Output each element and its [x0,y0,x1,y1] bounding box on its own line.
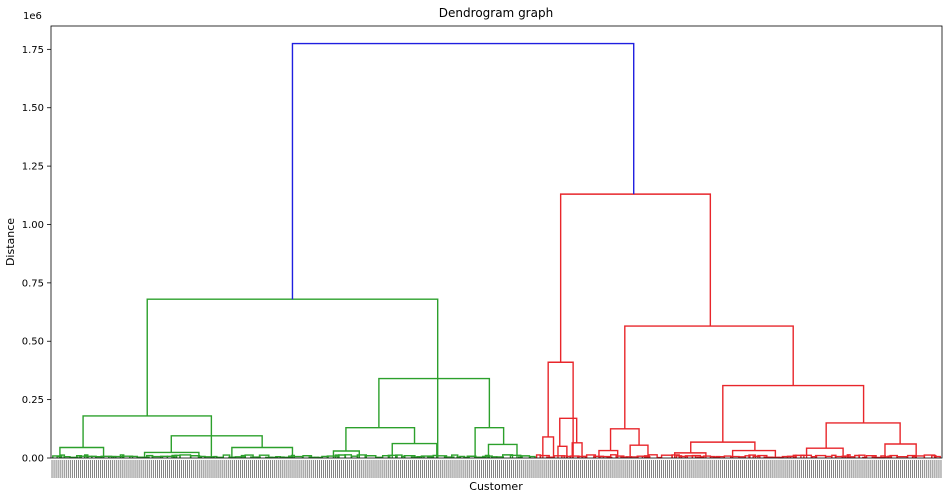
merge-link-root [291,42,635,300]
leaf-merge-link [108,455,117,458]
merge-link-green-b1 [345,426,416,451]
leaf-merge-link [781,455,792,458]
leaf-merge-link [416,455,425,458]
leaf-merge-link [841,455,847,458]
y-tick-label: 1.25 [22,162,44,173]
leaf-merge-link [502,454,514,458]
leaf-merge-link [258,454,270,458]
y-tick-label: 1.00 [22,220,44,231]
merge-link-red-b1r [629,444,649,458]
leaf-merge-link [684,455,697,458]
leaf-merge-link [326,455,338,458]
merge-link-green-b2 [474,426,505,458]
leaf-merge-link [443,456,455,458]
merge-link-red-b2ll [674,452,707,458]
merge-link-red-a2r [571,442,583,458]
merge-link-green-top [146,298,439,458]
merge-link-red-b1l [598,449,619,458]
leaf-merge-link [321,455,329,458]
leaf-merge-link [794,454,805,458]
merge-link-green-a2 [170,435,263,453]
leaf-merge-link [648,454,658,458]
y-axis-label: Distance [4,218,17,266]
leaf-merge-link [660,454,673,458]
leaf-merge-link [381,455,391,458]
y-tick-label: 0.75 [22,278,44,289]
merge-link-green-a [82,415,213,458]
y-tick-label: 0.00 [22,454,44,465]
leaf-merge-link [744,455,751,458]
plot-frame [50,25,943,459]
merge-link-red-b1 [609,428,640,451]
dendrogram-links [52,42,941,459]
leaf-merge-link [171,454,178,458]
merge-link-red-a2 [559,417,578,447]
leaf-merge-link [696,456,703,458]
merge-link-red-b2l [690,441,756,453]
leaf-merge-link [858,454,866,458]
merge-link-green-a1 [59,446,105,458]
y-axis-ticks: 0.00 0.25 0.50 0.75 1.00 1.25 1.50 1.75 [22,45,51,465]
leaf-merge-link [410,456,421,458]
merge-link-red-b2r1 [805,447,844,458]
leaf-merge-link [529,455,536,458]
leaf-tick-labels [51,460,942,478]
merge-link-red-b [624,325,794,429]
leaf-merge-link [786,455,795,458]
merge-link-red-a1 [542,436,555,458]
leaf-merge-link [844,455,849,458]
leaf-merge-link [356,454,368,458]
merge-link-green-a2r [231,446,294,458]
merge-link-red-a2l [557,445,568,458]
leaf-merge-link [179,454,192,458]
leaf-merge-link [166,455,175,458]
leaf-merge-link [712,456,718,458]
y-offset-text: 1e6 [23,11,42,22]
merge-link-red-b2lr [731,449,777,458]
leaf-merge-link [752,455,761,458]
chart-title: Dendrogram graph [439,6,553,20]
merge-link-red-a [547,361,574,458]
leaf-merge-link [811,455,818,458]
x-axis-label: Customer [469,480,523,493]
y-tick-label: 1.50 [22,103,44,114]
leaf-merge-link [678,455,689,458]
leaf-merge-link [151,455,164,458]
y-tick-label: 0.25 [22,395,44,406]
merge-link-green-a2l [143,451,200,458]
merge-link-red-b2 [722,384,865,443]
merge-link-red-b2r [825,422,901,449]
y-tick-label: 0.50 [22,337,44,348]
y-tick-label: 1.75 [22,45,44,56]
merge-link-green-b1l [332,450,360,458]
leaf-merge-link [934,455,941,458]
merge-link-green-b [378,377,491,428]
leaf-merge-link [79,455,88,458]
merge-link-red-top [559,193,712,363]
merge-link-green-b2r [487,443,518,458]
